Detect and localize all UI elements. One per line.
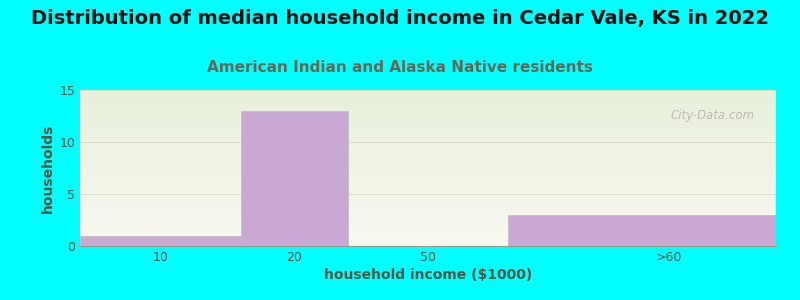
X-axis label: household income ($1000): household income ($1000) bbox=[324, 268, 532, 282]
Text: Distribution of median household income in Cedar Vale, KS in 2022: Distribution of median household income … bbox=[31, 9, 769, 28]
Bar bbox=[80, 236, 241, 246]
Text: American Indian and Alaska Native residents: American Indian and Alaska Native reside… bbox=[207, 60, 593, 75]
Text: City-Data.com: City-Data.com bbox=[671, 109, 755, 122]
Y-axis label: households: households bbox=[41, 123, 55, 213]
Bar bbox=[241, 111, 348, 246]
Bar bbox=[508, 215, 776, 246]
